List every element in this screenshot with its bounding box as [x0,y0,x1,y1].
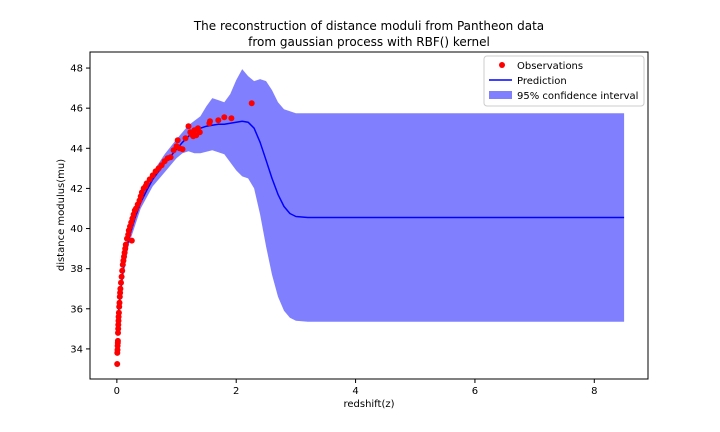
legend-prediction-label: Prediction [517,76,567,87]
observation-point [128,237,135,244]
x-tick-label: 6 [472,386,478,397]
legend-observations-marker [499,62,505,68]
observation-point [122,241,129,248]
observation-point [167,154,174,161]
observation-point [116,299,123,306]
x-tick-label: 4 [352,386,358,397]
observation-point [228,115,235,122]
y-tick-label: 48 [70,64,83,75]
legend-observations-label: Observations [517,61,583,72]
observation-point [117,285,124,292]
y-tick-label: 42 [70,184,83,195]
y-tick-label: 38 [70,264,83,275]
confidence-band-layer [116,69,625,339]
y-axis-ticks: 34 36 38 40 42 44 46 48 [70,64,90,355]
chart-title-line-1: The reconstruction of distance moduli fr… [193,19,544,33]
confidence-band [116,69,625,339]
observation-point [196,129,203,136]
observation-point [182,135,189,142]
observation-point [185,123,192,130]
observation-point [114,337,121,344]
observation-point [118,273,125,280]
y-tick-label: 36 [70,304,83,315]
x-tick-label: 0 [114,386,120,397]
observation-point [248,100,255,107]
chart-title-line-2: from gaussian process with RBF() kernel [248,35,490,49]
y-tick-label: 46 [70,104,83,115]
legend-box [483,55,645,107]
observation-point [174,137,181,144]
observation-point [118,279,124,286]
y-axis-label: distance modulus(mu) [56,159,67,271]
x-axis-label: redshift(z) [343,399,394,410]
observation-point [215,117,222,124]
observation-point [179,146,186,153]
y-tick-label: 34 [70,344,83,355]
observation-point [207,118,213,125]
observation-point [221,114,228,121]
observation-point [114,361,121,367]
legend-confidence-marker [489,91,512,99]
plot-frame [89,51,649,380]
observation-point [119,267,126,274]
observation-points-layer [114,100,255,367]
x-tick-label: 2 [233,386,239,397]
x-axis-ticks: 0 2 4 6 8 [114,379,597,397]
legend-confidence-label: 95% confidence interval [517,91,638,102]
y-tick-label: 40 [70,224,83,235]
legend: Observations Prediction 95% confidence i… [483,55,645,107]
x-tick-label: 8 [591,386,597,397]
observation-point [115,309,122,316]
y-tick-label: 44 [70,144,83,155]
